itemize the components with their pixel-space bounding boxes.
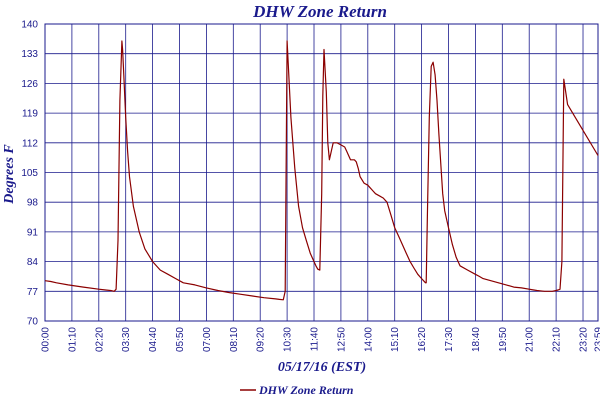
x-tick-label: 03:30: [121, 327, 132, 352]
y-tick-label: 112: [22, 138, 38, 149]
y-tick-label: 84: [27, 257, 39, 268]
x-tick-label: 12:50: [336, 327, 347, 352]
chart-title: DHW Zone Return: [252, 2, 387, 21]
x-tick-label: 01:10: [67, 327, 78, 352]
x-tick-label: 16:20: [417, 327, 428, 352]
x-tick-label: 00:00: [41, 327, 52, 352]
x-tick-label: 18:40: [471, 327, 482, 352]
series-line-dhw-zone-return: [44, 40, 599, 301]
x-tick-label: 17:30: [444, 327, 455, 352]
y-tick-label: 126: [21, 79, 38, 90]
x-tick-label: 09:20: [256, 327, 267, 352]
y-axis-title: Degrees F: [2, 144, 17, 205]
y-tick-label: 91: [27, 227, 39, 238]
series-layer: [44, 40, 599, 301]
x-tick-label: 15:10: [390, 327, 401, 352]
y-tick-label: 70: [27, 317, 39, 328]
x-tick-label: 14:00: [363, 327, 374, 352]
x-tick-label: 22:10: [552, 327, 563, 352]
x-tick-label: 11:40: [310, 327, 321, 352]
x-tick-label: 23:20: [579, 327, 590, 352]
x-tick-labels: 00:00 01:10 02:20 03:30 04:40 05:50 07:00 08:10…: [41, 327, 600, 352]
y-tick-label: 105: [21, 168, 38, 179]
y-tick-label: 133: [21, 49, 38, 60]
y-tick-labels: 70 77 84 91 98 105 112 119 126 133 140: [21, 20, 38, 328]
x-tick-label: 23:59: [594, 327, 600, 352]
x-tick-label: 02:20: [94, 327, 105, 352]
y-tick-label: 140: [21, 20, 38, 31]
x-tick-label: 19:50: [498, 327, 509, 352]
x-axis-title: 05/17/16 (EST): [278, 360, 366, 375]
x-tick-label: 21:00: [525, 327, 536, 352]
x-tick-label: 08:10: [229, 327, 240, 352]
y-tick-label: 77: [27, 287, 39, 298]
y-tick-label: 119: [22, 109, 38, 120]
x-tick-label: 10:30: [283, 327, 294, 352]
x-tick-label: 05:50: [175, 327, 186, 352]
legend-label: DHW Zone Return: [258, 383, 354, 397]
y-tick-label: 98: [27, 198, 39, 209]
x-tick-label: 07:00: [202, 327, 213, 352]
legend: DHW Zone Return: [240, 383, 354, 397]
x-tick-label: 04:40: [148, 327, 159, 352]
